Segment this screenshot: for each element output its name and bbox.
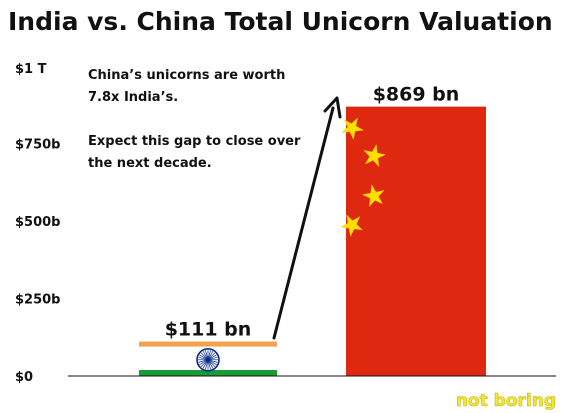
- y-tick-label: $250b: [15, 293, 61, 308]
- india-saffron-band: [139, 341, 277, 347]
- annotation-line: 7.8x India’s.: [88, 90, 178, 105]
- data-label-china: $869 bn: [373, 84, 460, 106]
- star-icon: [363, 144, 386, 167]
- growth-arrow: [272, 96, 342, 340]
- not-boring-logo: not boring: [456, 391, 556, 411]
- star-icon: [362, 184, 385, 207]
- annotation-line: Expect this gap to close over: [88, 134, 301, 149]
- growth-arrow-line: [272, 106, 335, 340]
- y-tick-label: $500b: [15, 215, 61, 230]
- y-tick-label: $1 T: [15, 62, 47, 77]
- chart-title: India vs. China Total Unicorn Valuation: [8, 7, 553, 36]
- annotation-line: China’s unicorns are worth: [88, 68, 285, 83]
- star-icon: [340, 214, 363, 237]
- india-green-band: [139, 370, 277, 376]
- star-icon: [341, 117, 364, 140]
- y-tick-label: $0: [15, 370, 33, 385]
- y-axis-ticks: $0 $250b $500b $750b $1 T: [15, 62, 61, 385]
- bar-china: [340, 106, 486, 377]
- data-label-india: $111 bn: [165, 319, 252, 341]
- y-tick-label: $750b: [15, 138, 61, 153]
- annotation-line: the next decade.: [88, 156, 212, 171]
- china-red-field: [346, 106, 486, 377]
- annotation: China’s unicorns are worth 7.8x India’s. E…: [88, 68, 301, 171]
- bar-india: [139, 341, 277, 376]
- ashoka-chakra-icon: [196, 347, 220, 372]
- bars: [139, 106, 486, 377]
- data-labels: $111 bn $869 bn: [165, 84, 460, 341]
- growth-arrow-head: [323, 96, 342, 119]
